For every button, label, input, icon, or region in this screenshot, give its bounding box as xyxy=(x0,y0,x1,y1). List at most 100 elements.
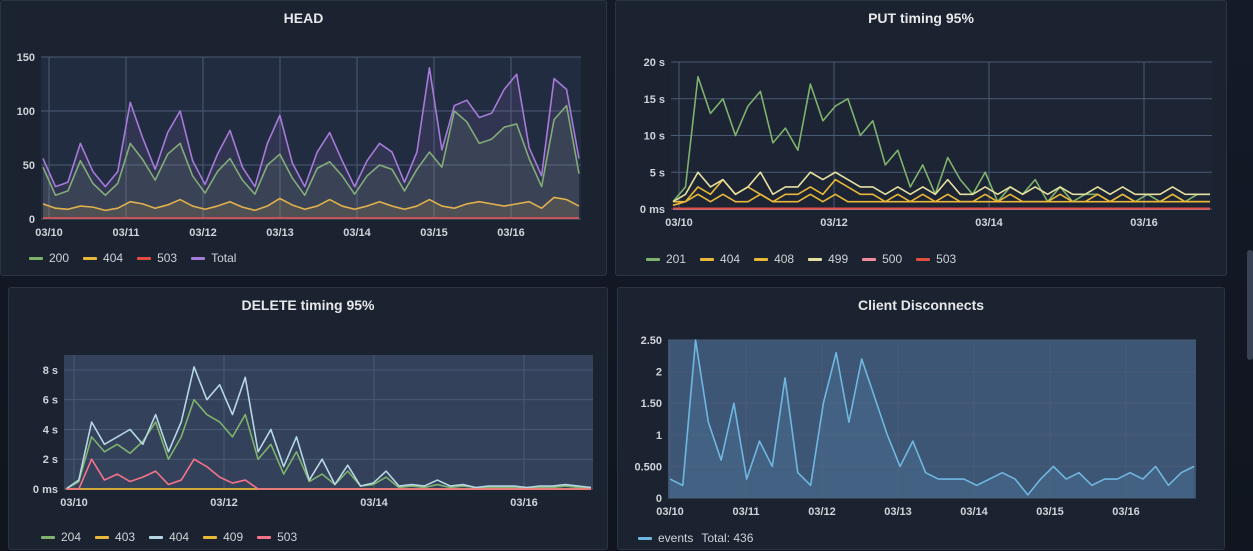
x-tick-label: 03/16 xyxy=(497,227,525,239)
legend-swatch xyxy=(95,535,110,539)
x-tick-label: 03/16 xyxy=(510,497,538,509)
y-tick-label: 50 xyxy=(23,160,35,172)
panel-head[interactable]: HEAD 0 50 100 150 03/10 03/11 03/12 03/13 03/14 0… xyxy=(0,0,607,276)
y-tick-label: 1.50 xyxy=(641,398,662,410)
panel-title[interactable]: PUT timing 95% xyxy=(868,10,974,26)
panel-title[interactable]: Client Disconnects xyxy=(857,297,985,313)
chart-put: 0 ms 5 s 10 s 15 s 20 s 03/10 03/12 03/14 03/16 xyxy=(640,57,1212,229)
legend-item-403[interactable]: 403 xyxy=(95,530,135,544)
legend-total: Total: 436 xyxy=(701,531,754,545)
y-tick-label: 0 ms xyxy=(640,204,665,216)
x-tick-label: 03/12 xyxy=(808,506,836,518)
y-tick-label: 150 xyxy=(17,52,35,64)
legend-swatch xyxy=(808,257,823,261)
legend-item-503[interactable]: 503 xyxy=(916,252,956,266)
x-tick-label: 03/12 xyxy=(189,227,217,239)
y-tick-label: 0 xyxy=(29,214,35,226)
series-line-404 xyxy=(42,196,580,212)
x-tick-label: 03/14 xyxy=(975,217,1003,229)
legend-swatch xyxy=(862,257,877,261)
x-tick-label: 03/10 xyxy=(35,227,63,239)
x-tick-label: 03/13 xyxy=(884,506,912,518)
legend-label: 503 xyxy=(157,251,178,265)
series-line-Total xyxy=(42,67,580,188)
legend-swatch xyxy=(754,257,769,261)
series-line-events xyxy=(669,339,1195,496)
legend-item-503[interactable]: 503 xyxy=(137,251,177,265)
x-tick-label: 03/14 xyxy=(360,497,388,509)
y-tick-label: 2 xyxy=(656,367,662,379)
legend-item-events[interactable]: events Total: 436 xyxy=(638,531,753,545)
y-tick-label: 10 s xyxy=(644,131,665,143)
legend-label: 404 xyxy=(720,252,741,266)
chart-client-disconnects: 0 0.500 1 1.50 2 2.50 03/10 03/11 03/12 03/13 03/1… xyxy=(634,335,1196,518)
panel-title[interactable]: HEAD xyxy=(283,10,324,26)
series-line-200 xyxy=(42,104,580,197)
legend-item-total[interactable]: Total xyxy=(191,251,236,265)
scrollbar[interactable] xyxy=(1247,250,1253,360)
y-tick-label: 2 s xyxy=(43,454,58,466)
legend-swatch xyxy=(41,535,55,539)
legend-item-404[interactable]: 404 xyxy=(83,251,123,265)
series-area-Total xyxy=(43,67,579,219)
y-tick-label: 6 s xyxy=(43,395,58,407)
legend-item-204[interactable]: 204 xyxy=(41,530,81,544)
plot-area xyxy=(64,355,593,489)
legend-label: 503 xyxy=(936,252,957,266)
x-tick-label: 03/16 xyxy=(1112,506,1140,518)
panel-put[interactable]: PUT timing 95% 0 ms 5 s 10 s 15 s 20 s 03/10 0… xyxy=(615,0,1227,276)
legend-item-500[interactable]: 500 xyxy=(862,252,902,266)
y-tick-label: 100 xyxy=(17,106,35,118)
panel-client-disconnects[interactable]: Client Disconnects 0 0.500 1 1.50 2 2.50 03/10… xyxy=(617,287,1225,550)
legend-label: 204 xyxy=(61,530,82,544)
legend-item-201[interactable]: 201 xyxy=(646,252,686,266)
legend-swatch xyxy=(29,256,43,260)
y-tick-label: 20 s xyxy=(644,57,665,69)
series-line-204 xyxy=(65,398,591,490)
x-tick-label: 03/12 xyxy=(820,217,848,229)
legend-swatch xyxy=(646,257,660,261)
legend-label: 200 xyxy=(49,251,70,265)
y-tick-label: 0.500 xyxy=(634,461,662,473)
legend-swatch xyxy=(83,256,98,260)
series-line-404 xyxy=(65,366,592,490)
legend-swatch xyxy=(203,535,218,539)
legend-item-404[interactable]: 404 xyxy=(149,530,189,544)
legend-item-499[interactable]: 499 xyxy=(808,252,848,266)
legend-item-409[interactable]: 409 xyxy=(203,530,243,544)
legend-swatch xyxy=(700,257,715,261)
x-tick-label: 03/14 xyxy=(960,506,988,518)
y-tick-label: 2.50 xyxy=(641,335,662,347)
legend-label: 499 xyxy=(828,252,849,266)
series-area-events xyxy=(670,340,1194,498)
legend-head: 200 404 503 Total xyxy=(29,251,236,265)
legend-item-503[interactable]: 503 xyxy=(257,530,297,544)
x-tick-label: 03/11 xyxy=(113,227,140,239)
x-tick-label: 03/15 xyxy=(420,227,448,239)
y-tick-label: 15 s xyxy=(644,94,665,106)
y-tick-label: 4 s xyxy=(43,424,58,436)
legend-label: 404 xyxy=(103,251,124,265)
y-tick-label: 0 xyxy=(656,493,662,505)
series-area-200 xyxy=(43,105,579,219)
panel-title[interactable]: DELETE timing 95% xyxy=(241,297,375,313)
legend-label: 404 xyxy=(169,530,190,544)
legend-label: 201 xyxy=(666,252,687,266)
legend-label: events xyxy=(658,531,694,545)
legend-swatch xyxy=(191,256,206,260)
legend-label: 503 xyxy=(277,530,298,544)
legend-item-408[interactable]: 408 xyxy=(754,252,794,266)
legend-item-404[interactable]: 404 xyxy=(700,252,740,266)
x-tick-label: 03/14 xyxy=(343,227,371,239)
plot-area xyxy=(41,57,581,219)
x-tick-label: 03/13 xyxy=(266,227,294,239)
y-tick-label: 5 s xyxy=(650,167,665,179)
chart-head: 0 50 100 150 03/10 03/11 03/12 03/13 03/14 03/15 0… xyxy=(17,52,581,239)
x-tick-label: 03/15 xyxy=(1036,506,1064,518)
x-tick-label: 03/12 xyxy=(210,497,238,509)
legend-item-200[interactable]: 200 xyxy=(29,251,69,265)
x-tick-label: 03/11 xyxy=(733,506,760,518)
x-tick-label: 03/10 xyxy=(656,506,684,518)
